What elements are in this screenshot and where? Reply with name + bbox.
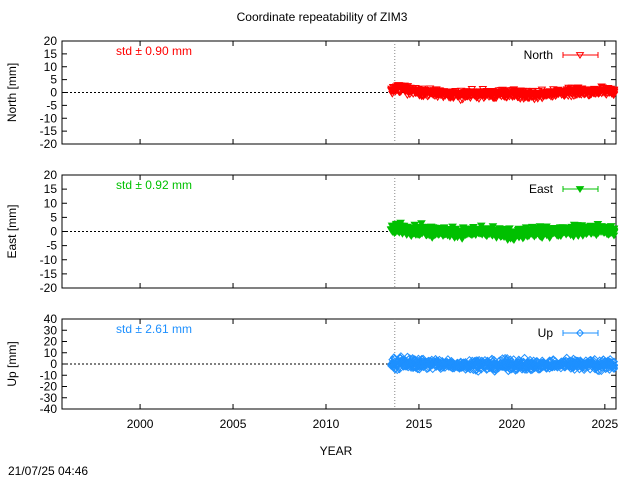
y-tick-label: 0 (50, 225, 57, 239)
x-tick-label: 2000 (127, 417, 154, 431)
std-label: std ± 0.92 mm (116, 178, 192, 192)
legend-up: Up (538, 326, 599, 340)
data-point (609, 86, 619, 94)
y-tick-label: -10 (40, 368, 58, 382)
data-point (609, 364, 619, 374)
legend-north: North (524, 48, 599, 62)
y-tick-label: 30 (44, 323, 58, 337)
y-tick-label: 10 (44, 346, 58, 360)
x-tick-label: 2020 (499, 417, 526, 431)
series-east-points (386, 219, 619, 245)
y-tick-label: -5 (46, 239, 57, 253)
legend-label: North (524, 48, 553, 62)
std-label: std ± 2.61 mm (116, 322, 192, 336)
y-tick-label: -20 (40, 281, 58, 295)
legend-east: East (529, 182, 599, 196)
y-tick-label: -20 (40, 380, 58, 394)
x-tick-label: 2015 (406, 417, 433, 431)
x-tick-label: 2005 (220, 417, 247, 431)
data-point (476, 222, 486, 230)
data-point (506, 355, 515, 364)
data-point (609, 227, 619, 235)
data-point (393, 365, 402, 375)
y-tick-label: -10 (40, 253, 58, 267)
data-point (609, 88, 619, 96)
y-tick-label: 0 (50, 86, 57, 100)
y-axis-label: East [mm] (5, 204, 19, 258)
data-point (609, 90, 619, 98)
y-tick-label: -10 (40, 111, 58, 125)
y-tick-label: -15 (40, 267, 58, 281)
x-tick-label: 2010 (313, 417, 340, 431)
legend-marker (575, 52, 585, 60)
y-tick-label: 5 (50, 73, 57, 87)
chart-title: Coordinate repeatability of ZIM3 (237, 10, 408, 24)
data-point (526, 366, 536, 375)
data-point (488, 223, 498, 231)
y-tick-label: 0 (50, 357, 57, 371)
legend-marker (575, 328, 585, 338)
y-tick-label: 15 (44, 47, 58, 61)
y-tick-label: -15 (40, 124, 58, 138)
x-tick-label: 2025 (591, 417, 618, 431)
x-axis-label: YEAR (320, 444, 353, 458)
legend-label: East (529, 182, 554, 196)
x-axis: 2000 2005 2010 2015 2020 2025 (127, 417, 619, 431)
series-up-points (387, 352, 619, 376)
y-tick-label: -40 (40, 402, 58, 416)
data-point (417, 220, 426, 228)
y-tick-label: 5 (50, 210, 57, 224)
data-point (456, 97, 465, 105)
footer-timestamp: 21/07/25 04:46 (8, 464, 88, 478)
y-tick-label: -30 (40, 391, 58, 405)
y-tick-label: 10 (44, 60, 58, 74)
y-tick-label: -20 (40, 137, 58, 151)
legend-label: Up (538, 326, 554, 340)
legend-marker (575, 186, 585, 194)
data-point (609, 361, 619, 370)
series-north-points (386, 82, 619, 105)
y-axis-label: Up [mm] (5, 341, 19, 386)
y-tick-label: -5 (46, 98, 57, 112)
y-tick-label: 20 (44, 335, 58, 349)
y-tick-label: 20 (44, 34, 58, 48)
data-point (609, 87, 619, 95)
data-point (474, 95, 484, 103)
y-tick-label: 40 (44, 312, 58, 326)
std-label: std ± 0.90 mm (116, 44, 192, 58)
y-axis-label: North [mm] (5, 63, 19, 122)
y-tick-label: 20 (44, 168, 58, 182)
data-point (505, 225, 514, 233)
y-tick-label: 10 (44, 196, 58, 210)
y-tick-label: 15 (44, 182, 58, 196)
